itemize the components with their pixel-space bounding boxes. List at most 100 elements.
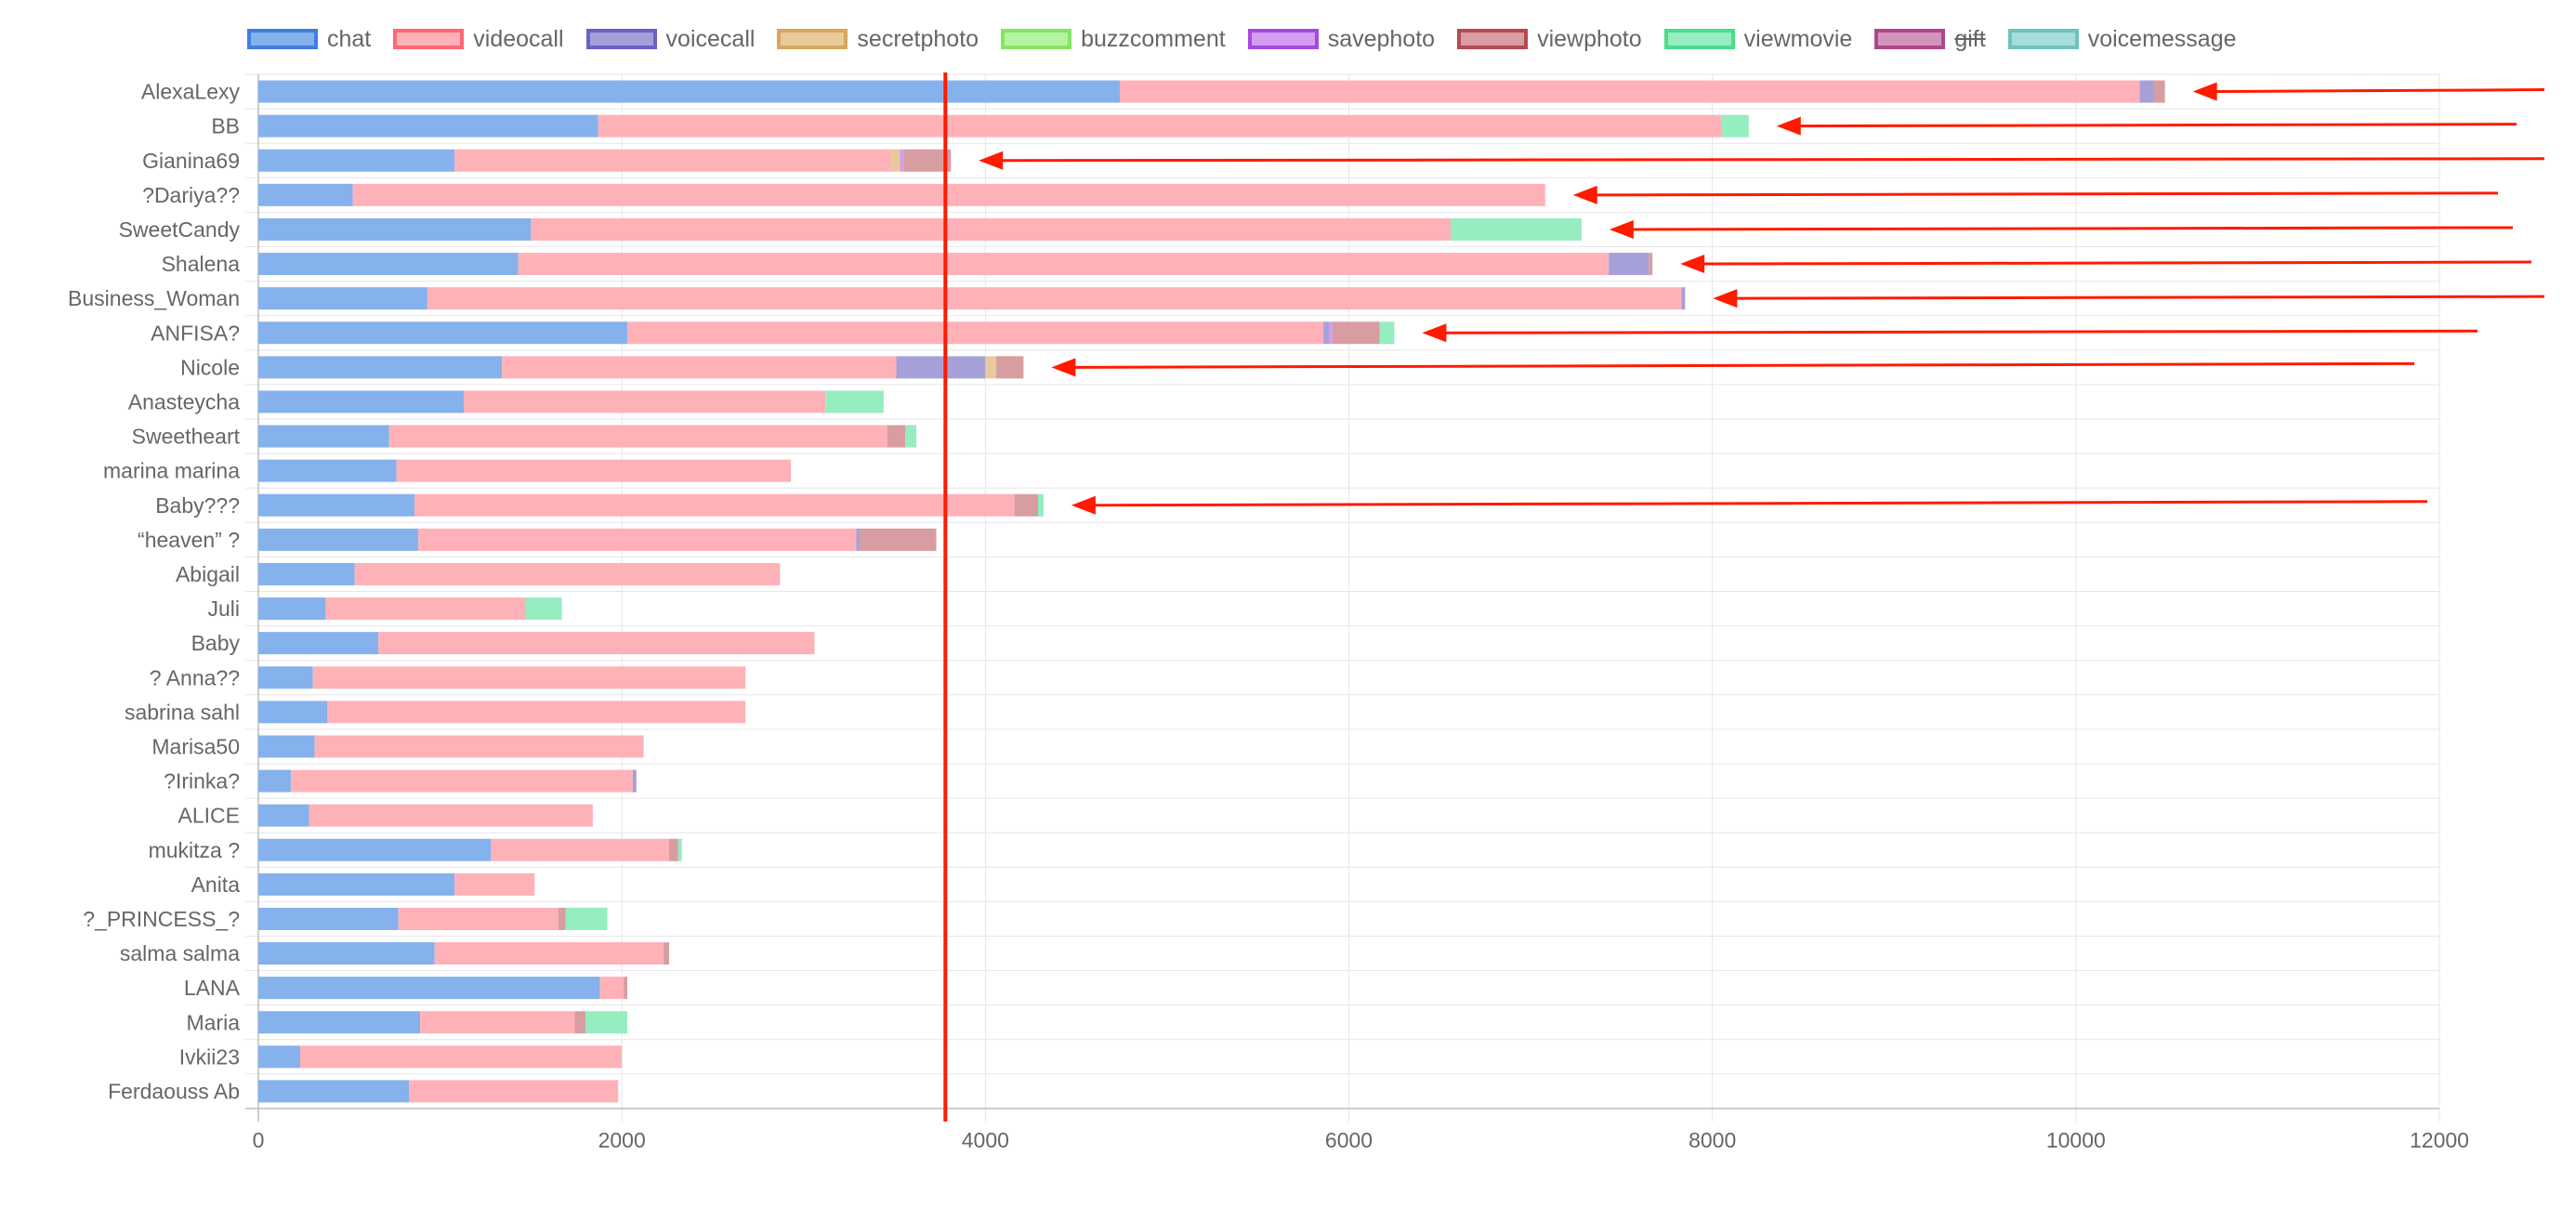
legend-item-chat[interactable]: chat — [247, 20, 371, 58]
arrow-head — [1713, 289, 1738, 308]
bar-segment-videocall — [454, 149, 891, 172]
bar-segment-chat — [258, 735, 315, 758]
bar-segment-chat — [258, 217, 532, 241]
x-tick-label: 10000 — [2046, 1128, 2106, 1152]
bar-segment-videocall — [418, 528, 857, 551]
bar-segment-videocall — [398, 907, 559, 930]
bar-segment-videocall — [464, 390, 826, 413]
bar-segment-videocall — [598, 114, 1722, 138]
category-label: ?_PRINCESS_? — [83, 907, 240, 931]
category-label: “heaven” ? — [138, 528, 240, 552]
category-label: SweetCandy — [119, 217, 241, 242]
arrow-shaft — [999, 157, 2545, 163]
bar-segment-chat — [258, 1011, 421, 1034]
arrow-head — [2192, 82, 2217, 101]
bar-segment-viewphoto — [2153, 80, 2165, 103]
legend-item-viewmovie[interactable]: viewmovie — [1663, 20, 1852, 58]
category-label: AlexaLexy — [141, 80, 241, 104]
legend-item-gift[interactable]: gift — [1874, 20, 1986, 58]
bar-segment-viewmovie — [525, 597, 562, 621]
bar-segment-viewphoto — [996, 356, 1024, 379]
bar-segment-chat — [258, 597, 326, 621]
bar-segment-voicecall — [896, 356, 986, 379]
legend-item-viewphoto[interactable]: viewphoto — [1457, 20, 1642, 58]
bar-segment-viewmovie — [825, 390, 884, 413]
bar-segment-videocall — [309, 804, 593, 827]
arrow-head — [1051, 358, 1076, 377]
legend-item-savephoto[interactable]: savephoto — [1247, 20, 1435, 58]
bar-segment-videocall — [627, 321, 1324, 345]
annotation-arrow — [1609, 219, 2514, 239]
bar-segment-chat — [258, 907, 399, 930]
arrow-head — [1071, 495, 1096, 515]
bar-segment-videocall — [327, 701, 746, 724]
bar-segment-voicecall — [632, 769, 637, 793]
legend-swatch — [1663, 29, 1735, 49]
category-label: ? Anna?? — [150, 665, 240, 689]
category-label: marina marina — [103, 459, 240, 483]
legend-item-videocall[interactable]: videocall — [393, 20, 564, 58]
bar-segment-chat — [258, 183, 353, 206]
bar-segment-videocall — [396, 459, 792, 482]
bar-segment-videocall — [291, 769, 633, 793]
x-tick-label: 6000 — [1325, 1128, 1373, 1152]
bar-segment-videocall — [1120, 80, 2140, 103]
bar-segment-videocall — [420, 1011, 575, 1034]
annotation-arrow — [1713, 289, 2545, 308]
bar-segment-videocall — [427, 287, 1682, 310]
arrow-shaft — [1733, 295, 2545, 300]
arrow-shaft — [1796, 123, 2517, 128]
bar-segment-videocall — [312, 666, 746, 689]
annotation-arrow — [1680, 255, 2532, 274]
bar-segment-videocall — [531, 217, 1452, 241]
category-label: Baby??? — [155, 493, 240, 518]
legend-label: viewphoto — [1537, 25, 1642, 52]
bar-segment-viewmovie — [1379, 321, 1395, 345]
legend-swatch — [1247, 29, 1319, 49]
bar-segment-voicecall — [856, 528, 861, 551]
legend-swatch — [777, 29, 848, 49]
category-labels: AlexaLexy BB Gianina69 ?Dariya?? SweetCandy S… — [68, 80, 241, 1104]
arrow-head — [1609, 219, 1634, 239]
bar-segment-viewphoto — [1014, 493, 1039, 517]
bar-segment-chat — [258, 114, 598, 138]
bar-segment-chat — [258, 632, 379, 655]
bar-segment-videocall — [434, 942, 664, 965]
annotation-arrow — [2192, 82, 2545, 101]
bars — [258, 80, 2165, 1103]
bar-segment-videocall — [414, 493, 1015, 517]
category-label: Anasteycha — [128, 389, 240, 413]
arrow-shaft — [1629, 226, 2514, 231]
bar-segment-viewphoto — [664, 942, 670, 965]
category-label: mukitza ? — [149, 838, 240, 862]
bar-segment-viewphoto — [574, 1011, 586, 1034]
bar-segment-chat — [258, 80, 1121, 103]
legend-item-buzzcomment[interactable]: buzzcomment — [1001, 20, 1226, 58]
bar-segment-viewphoto — [860, 528, 937, 551]
bar-segment-chat — [258, 493, 415, 517]
legend-swatch — [1001, 29, 1072, 49]
bar-segment-chat — [258, 872, 455, 896]
bar-segment-videocall — [378, 632, 815, 655]
bar-segment-videocall — [454, 872, 535, 896]
legend-swatch — [2007, 29, 2079, 49]
x-tick-label: 0 — [253, 1128, 265, 1152]
bar-segment-videocall — [388, 425, 887, 448]
arrow-head — [1572, 185, 1597, 204]
bar-segment-videocall — [502, 356, 897, 379]
annotation-arrow — [1776, 116, 2517, 136]
legend-item-voicecall[interactable]: voicecall — [585, 20, 755, 58]
gridlines — [245, 73, 2440, 1122]
bar-segment-chat — [258, 425, 389, 448]
bar-segment-secretphoto — [890, 149, 900, 172]
arrow-shaft — [1593, 191, 2499, 197]
category-label: Juli — [207, 597, 240, 621]
bar-segment-chat — [258, 1045, 300, 1069]
bar-segment-videocall — [599, 977, 624, 1000]
bar-segment-videocall — [518, 253, 1610, 276]
legend-item-secretphoto[interactable]: secretphoto — [777, 20, 979, 58]
legend-item-voicemessage[interactable]: voicemessage — [2007, 20, 2237, 58]
x-tick-label: 4000 — [962, 1128, 1009, 1152]
category-label: Baby — [191, 631, 241, 655]
x-tick-label: 12000 — [2410, 1128, 2469, 1152]
